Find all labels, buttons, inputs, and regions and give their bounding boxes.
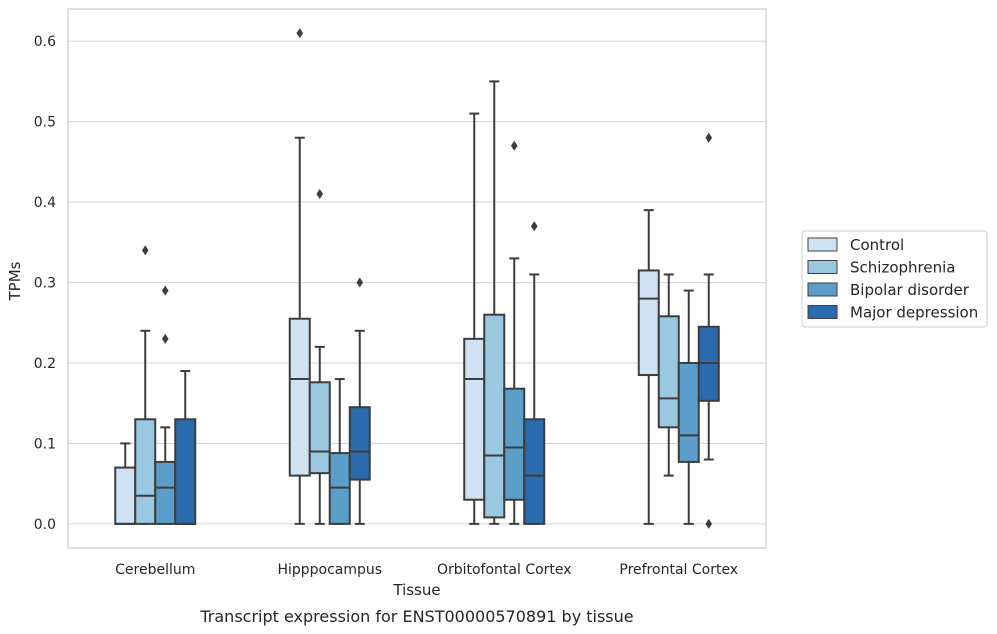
box-body	[308, 381, 331, 475]
box	[657, 273, 680, 477]
box	[328, 378, 351, 525]
outlier-point	[161, 333, 169, 344]
legend-entry-label: Schizophrenia	[850, 259, 955, 277]
y-tick-label: 0.2	[34, 356, 56, 372]
legend-entry-label: Major depression	[850, 304, 978, 322]
outlier-point	[510, 140, 518, 151]
y-tick-label: 0.1	[34, 436, 56, 452]
x-tick-label: Cerebellum	[115, 562, 195, 578]
box	[677, 289, 700, 525]
box	[523, 221, 546, 525]
box-body	[503, 387, 526, 501]
outlier-point	[356, 277, 364, 288]
box	[637, 209, 660, 525]
outlier-point	[141, 245, 149, 256]
box	[697, 132, 720, 529]
x-axis-label: Tissue	[392, 581, 440, 599]
box-body	[154, 460, 177, 525]
box-body	[523, 418, 546, 525]
legend-swatch	[807, 260, 838, 274]
box-body	[114, 466, 137, 525]
legend-swatch	[807, 237, 838, 252]
box-body	[657, 315, 680, 429]
x-tick-label: Hipppocampus	[277, 562, 382, 578]
y-tick-label: 0.4	[34, 195, 56, 211]
outlier-point	[705, 518, 713, 529]
y-tick-label: 0.0	[34, 517, 56, 533]
box	[348, 277, 371, 525]
legend-entry-label: Control	[850, 236, 904, 254]
box	[174, 370, 197, 525]
box-body	[637, 269, 660, 377]
legend-swatch	[807, 282, 838, 297]
x-tick-label: Prefrontal Cortex	[619, 562, 738, 578]
y-tick-label: 0.6	[34, 34, 56, 50]
y-axis-label: TPMs	[6, 261, 24, 301]
box	[154, 285, 177, 525]
box-body	[348, 406, 371, 481]
grid	[68, 40, 766, 525]
box	[463, 112, 486, 525]
boxes	[114, 28, 720, 529]
y-tick-label: 0.5	[34, 115, 56, 131]
box	[134, 245, 157, 525]
legend-frame	[801, 230, 988, 328]
box-body	[677, 361, 700, 463]
x-tick-label: Orbitofontal Cortex	[437, 562, 572, 578]
box-body	[288, 317, 311, 477]
box	[114, 442, 137, 525]
box	[288, 28, 311, 525]
box-body	[174, 418, 197, 525]
outlier-point	[316, 189, 324, 200]
outlier-point	[530, 221, 538, 232]
legend: Control Schizophrenia Bipolar disorder Majo…	[801, 230, 988, 328]
outlier-point	[705, 132, 713, 143]
box	[308, 189, 331, 525]
box-body	[134, 418, 157, 525]
chart-caption: Transcript expression for ENST0000057089…	[199, 607, 633, 626]
legend-swatch	[807, 305, 838, 319]
x-axis-ticks: Cerebellum Hipppocampus Orbitofontal Corte…	[115, 562, 738, 578]
outlier-point	[161, 285, 169, 296]
legend-entry-label: Bipolar disorder	[850, 281, 970, 299]
box-body	[463, 337, 486, 501]
box-body	[483, 313, 506, 519]
box	[503, 140, 526, 525]
y-tick-label: 0.3	[34, 276, 56, 292]
box	[483, 80, 506, 525]
y-axis-ticks: 0.0 0.1 0.2 0.3 0.4 0.5 0.6	[34, 34, 56, 533]
plot-area	[67, 8, 767, 549]
outlier-point	[296, 28, 304, 39]
